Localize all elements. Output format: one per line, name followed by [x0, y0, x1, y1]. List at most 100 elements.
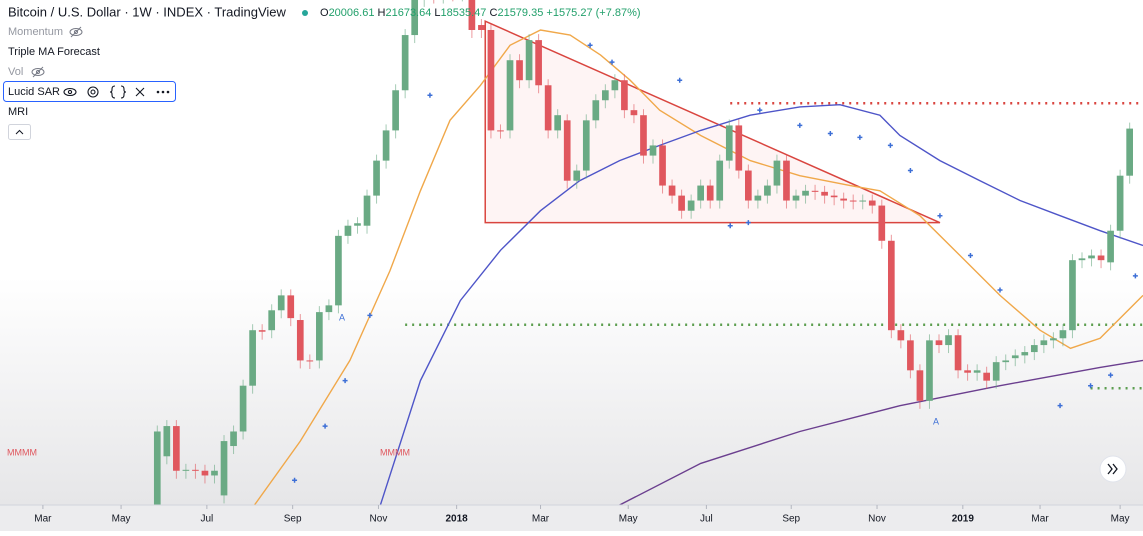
candle-body [783, 161, 790, 201]
ohlc-value: 20006.61 [329, 7, 375, 19]
indicator[interactable]: MRI [8, 106, 28, 118]
candle-body [163, 426, 170, 456]
candle-body [249, 330, 256, 385]
collapse-button[interactable] [9, 125, 31, 140]
candle-body [669, 186, 676, 196]
candle-body [478, 25, 485, 30]
candle-body [936, 340, 943, 345]
candle-body [802, 191, 809, 196]
candle-body [964, 370, 971, 372]
x-tick-label: May [1111, 514, 1130, 525]
x-tick-label: Nov [370, 514, 388, 525]
ohlc-label: C [490, 7, 498, 19]
candle-body [1002, 360, 1009, 362]
indicator[interactable]: Vol [8, 66, 23, 78]
candle-body [183, 470, 190, 471]
x-tick-label: Nov [868, 514, 886, 525]
candle-body [354, 223, 361, 225]
candle-body [583, 120, 590, 170]
candle-body [1041, 340, 1048, 345]
annotation: MMMM [380, 447, 410, 457]
indicator[interactable]: Lucid SAR [8, 86, 60, 98]
candle-body [840, 199, 847, 201]
candle-body [345, 226, 352, 236]
candle-body [278, 295, 285, 310]
ohlc-value: 21673.64 [385, 7, 431, 19]
candle-body [659, 145, 666, 185]
candle-body [898, 330, 905, 340]
candle-body [1050, 338, 1057, 340]
candle-body [268, 310, 275, 330]
candle-body [688, 201, 695, 211]
candle-body [859, 201, 866, 202]
candle-body [383, 130, 390, 160]
candle-body [983, 373, 990, 381]
candle-body [878, 206, 885, 241]
candle-body [955, 335, 962, 370]
candle-body [402, 35, 409, 90]
candle-body [1021, 352, 1028, 355]
candle-body [993, 362, 1000, 381]
candle-body [707, 186, 714, 201]
candle-body [764, 186, 771, 196]
x-tick-label: Jul [700, 514, 713, 525]
x-tick-label: Mar [1031, 514, 1049, 525]
candle-body [812, 191, 819, 192]
candle-body [259, 330, 266, 331]
symbol-title: Bitcoin / U.S. Dollar · 1W · INDEX · Tra… [8, 4, 287, 19]
candle-body [1098, 256, 1105, 261]
candle-body [735, 125, 742, 170]
indicator[interactable]: Triple MA Forecast [8, 46, 100, 58]
x-tick-label: May [619, 514, 638, 525]
candle-body [564, 120, 571, 180]
candle-body [678, 196, 685, 211]
candle-body [326, 305, 333, 312]
candle-body [240, 386, 247, 432]
x-tick-label: Sep [782, 514, 800, 525]
candle-body [535, 40, 542, 85]
x-tick-label: 2018 [446, 514, 469, 525]
ohlc-value: 21579.35 [497, 7, 543, 19]
candle-body [488, 30, 495, 130]
candle-body [373, 161, 380, 196]
candle-body [211, 471, 218, 476]
candle-body [945, 335, 952, 345]
annotation: MMMM [7, 447, 37, 457]
candle-body [974, 370, 981, 372]
candle-body [507, 60, 514, 130]
scroll-button[interactable] [1100, 456, 1126, 482]
indicator[interactable]: Momentum [8, 26, 63, 38]
x-tick-label: May [112, 514, 131, 525]
candle-body [612, 80, 619, 90]
candle-body [697, 186, 704, 201]
candle-body [793, 196, 800, 201]
candle-body [774, 161, 781, 186]
x-tick-label: Sep [284, 514, 302, 525]
annotation: A [339, 312, 345, 322]
candle-body [888, 241, 895, 330]
candle-body [173, 426, 180, 471]
candle-body [602, 90, 609, 100]
candle-body [526, 40, 533, 80]
candle-body [316, 312, 323, 360]
candle-body [917, 370, 924, 401]
change: +1575.27 (+7.87%) [546, 7, 640, 19]
candle-body [1031, 345, 1038, 352]
candle-body [926, 340, 933, 400]
candle-body [745, 171, 752, 201]
ohlc-value: 18535.47 [441, 7, 487, 19]
candle-body [202, 471, 209, 476]
candle-body [1060, 330, 1067, 338]
candle-body [335, 236, 342, 306]
more-icon[interactable] [157, 91, 170, 94]
candle-body [850, 201, 857, 202]
x-tick-label: Mar [34, 514, 52, 525]
candle-body [1069, 260, 1076, 330]
status-dot [302, 10, 308, 16]
candle-body [192, 470, 199, 471]
candle-body [297, 320, 304, 360]
candle-body [1012, 355, 1019, 358]
candle-body [631, 110, 638, 115]
x-tick-label: Jul [200, 514, 213, 525]
